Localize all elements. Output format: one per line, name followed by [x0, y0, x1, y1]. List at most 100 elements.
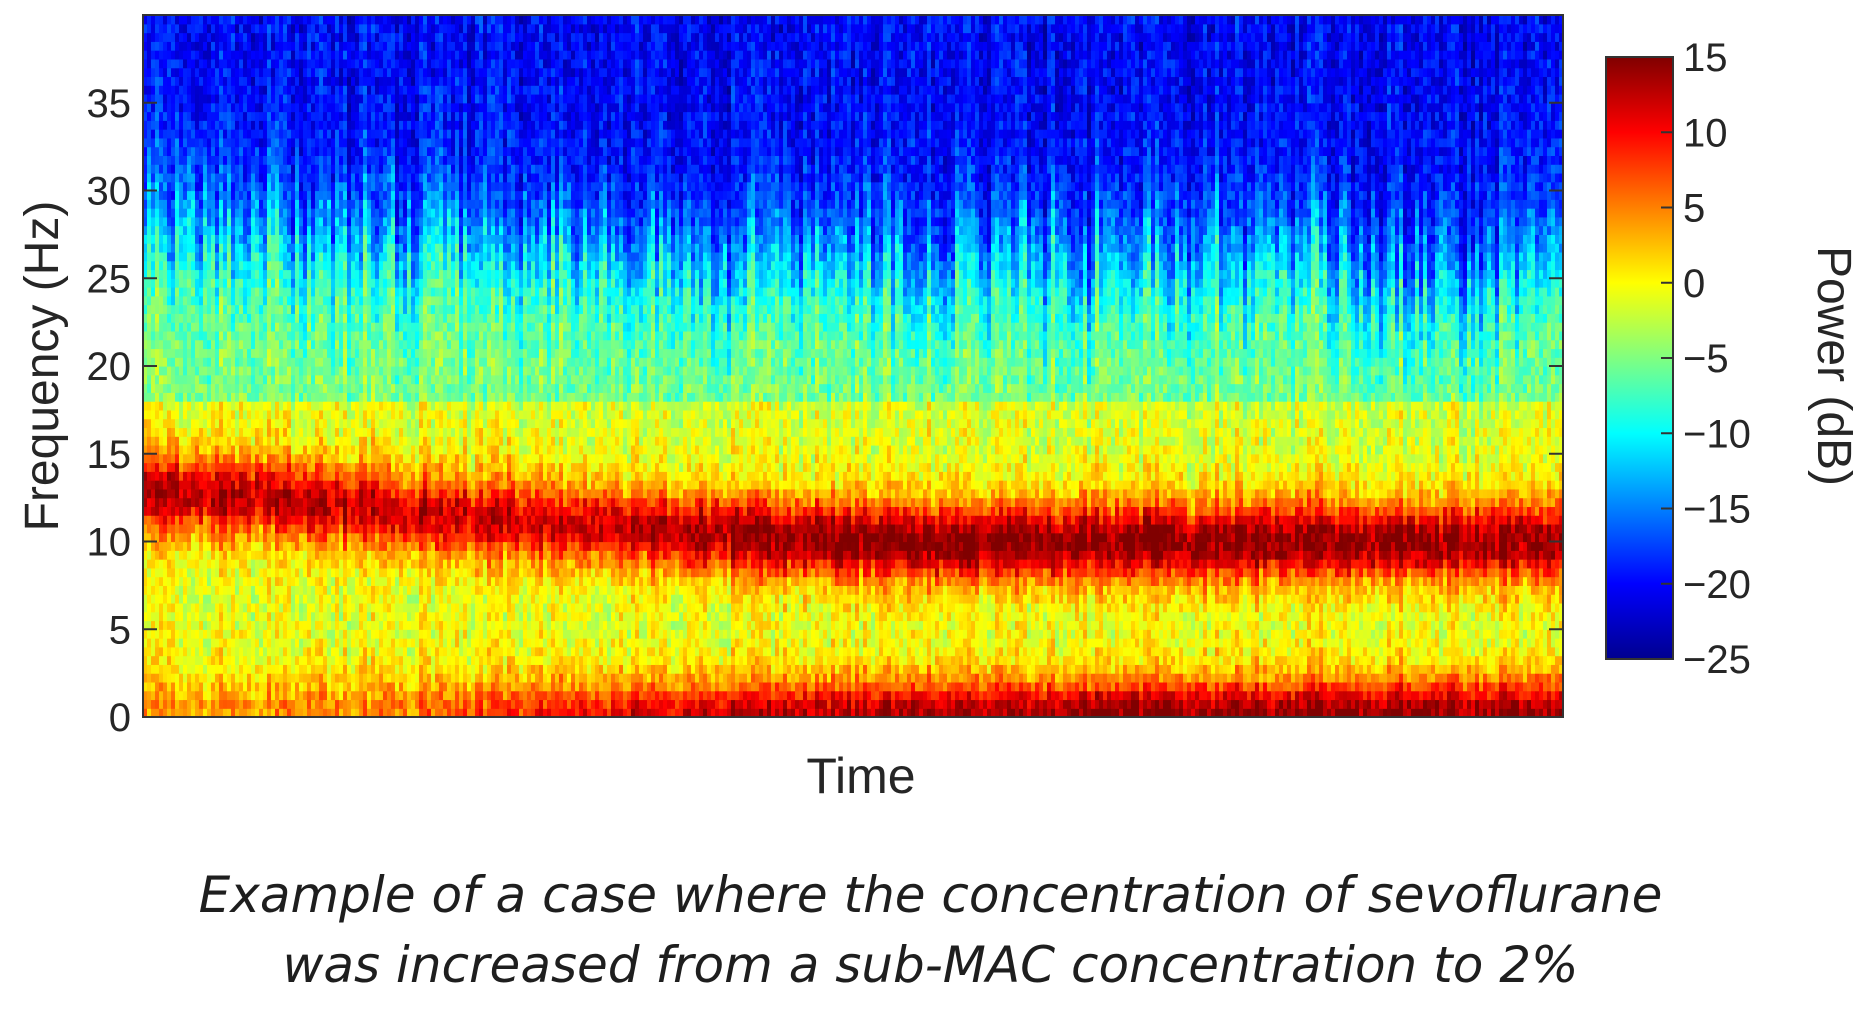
heatmap-cell [163, 515, 168, 525]
heatmap-cell [299, 190, 304, 200]
heatmap-cell [279, 480, 284, 490]
heatmap-cell [231, 155, 236, 165]
heatmap-cell [271, 453, 276, 464]
heatmap-cell [275, 278, 280, 288]
heatmap-cell [339, 541, 344, 551]
heatmap-cell [235, 216, 240, 227]
heatmap-cell [171, 594, 176, 604]
heatmap-cell [355, 225, 360, 235]
heatmap-cell [147, 120, 152, 130]
heatmap-cell [339, 23, 344, 34]
heatmap-cell [203, 594, 208, 604]
heatmap-cell [151, 453, 156, 464]
heatmap-cell [267, 41, 272, 51]
heatmap-cell [163, 611, 168, 622]
heatmap-cell [303, 594, 308, 604]
heatmap-cell [247, 374, 252, 385]
heatmap-cell [363, 453, 368, 464]
heatmap-cell [219, 366, 224, 376]
heatmap-cell [195, 155, 200, 165]
heatmap-cell [163, 243, 168, 253]
heatmap-cell [211, 655, 216, 665]
heatmap-cell [231, 366, 236, 376]
heatmap-cell [291, 216, 296, 227]
heatmap-cell [259, 523, 264, 534]
heatmap-cell [183, 93, 188, 104]
heatmap-cell [143, 322, 148, 332]
heatmap-cell [327, 585, 332, 595]
heatmap-cell [387, 23, 392, 34]
heatmap-cell [167, 401, 172, 411]
heatmap-cell [339, 120, 344, 130]
heatmap-cell [251, 576, 256, 586]
heatmap-cell [327, 269, 332, 279]
heatmap-cell [351, 93, 356, 104]
heatmap-cell [319, 251, 324, 262]
heatmap-cell [311, 155, 316, 165]
heatmap-cell [171, 76, 176, 86]
heatmap-cell [299, 409, 304, 420]
heatmap-cell [199, 330, 204, 341]
heatmap-cell [311, 374, 316, 385]
heatmap-cell [235, 576, 240, 586]
heatmap-cell [367, 444, 372, 455]
heatmap-cell [143, 76, 148, 86]
heatmap-cell [371, 155, 376, 165]
heatmap-cell [375, 567, 380, 578]
heatmap-cell [347, 129, 352, 139]
heatmap-cell [275, 699, 280, 709]
heatmap-cell [327, 15, 332, 25]
heatmap-cell [359, 664, 364, 674]
heatmap-cell [231, 313, 236, 323]
heatmap-cell [299, 76, 304, 86]
heatmap-cell [275, 673, 280, 683]
heatmap-cell [219, 234, 224, 244]
heatmap-cell [267, 15, 272, 25]
heatmap-cell [163, 585, 168, 595]
heatmap-cell [171, 251, 176, 262]
heatmap-cell [223, 681, 228, 692]
heatmap-cell [311, 339, 316, 350]
heatmap-cell [147, 567, 152, 578]
heatmap-cell [327, 172, 332, 183]
heatmap-cell [223, 172, 228, 183]
heatmap-cell [171, 243, 176, 253]
heatmap-cell [315, 664, 320, 674]
heatmap-cell [339, 172, 344, 183]
heatmap-cell [235, 392, 240, 402]
heatmap-cell [355, 699, 360, 709]
heatmap-cell [167, 295, 172, 306]
heatmap-cell [359, 488, 364, 499]
heatmap-cell [363, 374, 368, 385]
heatmap-cell [191, 322, 196, 332]
heatmap-cell [163, 690, 168, 701]
heatmap-cell [307, 67, 312, 78]
heatmap-cell [307, 313, 312, 323]
heatmap-cell [235, 295, 240, 306]
heatmap-cell [219, 515, 224, 525]
heatmap-cell [191, 418, 196, 429]
heatmap-cell [231, 85, 236, 95]
heatmap-cell [187, 488, 192, 499]
heatmap-cell [287, 471, 292, 481]
heatmap-cell [323, 629, 328, 639]
heatmap-cell [183, 190, 188, 200]
heatmap-cell [363, 620, 368, 630]
heatmap-cell [339, 436, 344, 446]
heatmap-cell [203, 216, 208, 227]
heatmap-cell [159, 523, 164, 534]
heatmap-cell [315, 137, 320, 148]
heatmap-cell [347, 216, 352, 227]
heatmap-cell [207, 383, 212, 393]
heatmap-cell [311, 111, 316, 121]
heatmap-cell [347, 287, 352, 297]
heatmap-cell [251, 471, 256, 481]
heatmap-cell [143, 559, 148, 569]
heatmap-cell [331, 629, 336, 639]
heatmap-cell [387, 681, 392, 692]
heatmap-cell [383, 190, 388, 200]
heatmap-cell [359, 269, 364, 279]
heatmap-cell [339, 32, 344, 42]
heatmap-cell [279, 41, 284, 51]
heatmap-cell [155, 567, 160, 578]
